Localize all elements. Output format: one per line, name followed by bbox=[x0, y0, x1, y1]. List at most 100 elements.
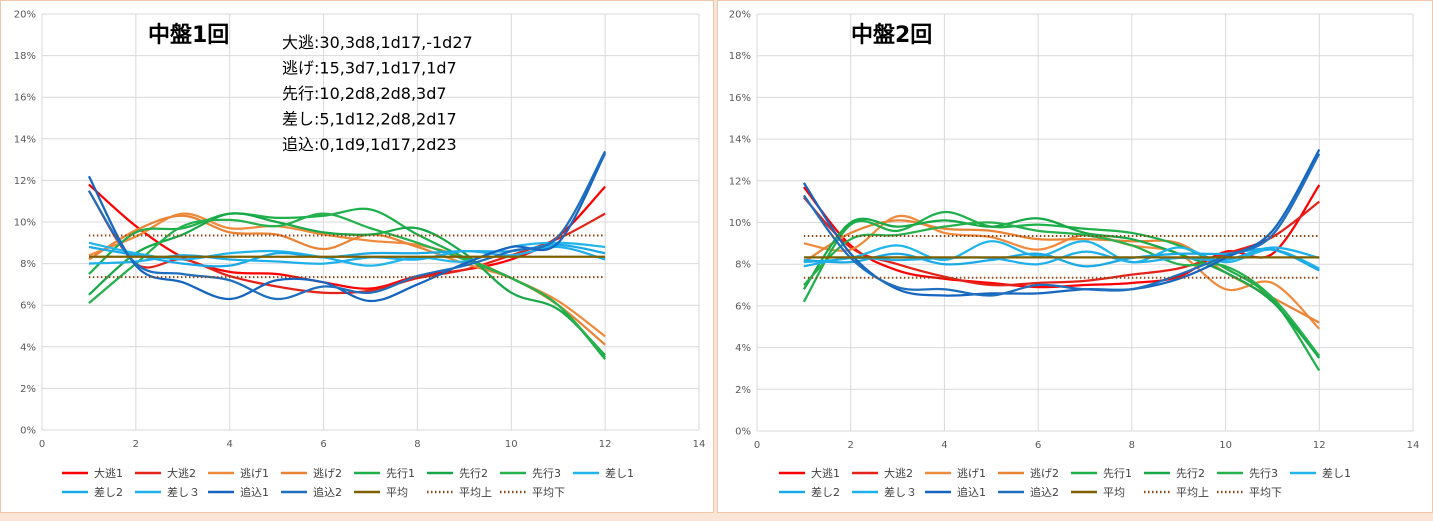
legend-item: 平均 bbox=[354, 486, 408, 499]
series-line-12 bbox=[802, 153, 1321, 297]
y-tick-label: 0% bbox=[20, 426, 36, 437]
legend-label: 逃げ2 bbox=[313, 467, 342, 480]
legend-item: 大逃2 bbox=[852, 466, 913, 480]
gridlines bbox=[756, 13, 1414, 432]
legend-label: 先行3 bbox=[1249, 467, 1278, 480]
legend: 大逃1 大逃2 逃げ1 逃げ2 先行1 先行2 先行3 差し1 差し2 差し３ 追込1 追込2 平均 平均… bbox=[779, 466, 1351, 499]
y-tick-label: 20% bbox=[729, 10, 751, 21]
y-tick-label: 12% bbox=[729, 176, 751, 187]
legend-item: 先行3 bbox=[500, 467, 561, 480]
legend-item: 平均 bbox=[1071, 486, 1125, 499]
x-tick-label: 10 bbox=[505, 439, 518, 450]
legend-label: 大逃2 bbox=[884, 466, 913, 480]
chart-panel-1: 0% 2% 4% 6% 8% 10% 12% 14% 16% 18% 20% 0 2 4 6 8 10 12 14 中… bbox=[0, 0, 714, 513]
series-line-12 bbox=[87, 150, 607, 301]
annotation-line: 差し:5,1d12,2d8,2d17 bbox=[282, 110, 457, 129]
legend-label: 差し2 bbox=[94, 485, 123, 499]
legend-label: 先行3 bbox=[532, 467, 561, 480]
legend-label: 追込1 bbox=[240, 485, 269, 499]
legend-item: 大逃1 bbox=[779, 466, 840, 480]
y-tick-label: 4% bbox=[735, 343, 751, 354]
y-tick-label: 12% bbox=[14, 176, 36, 187]
y-tick-label: 8% bbox=[20, 259, 36, 270]
legend-item: 差し1 bbox=[1290, 466, 1351, 480]
legend-item: 先行1 bbox=[1071, 467, 1132, 480]
legend-label: 追込1 bbox=[957, 485, 986, 499]
legend-label: 平均上 bbox=[1176, 486, 1209, 499]
legend-item: 差し2 bbox=[62, 485, 123, 499]
legend-label: 逃げ2 bbox=[1030, 467, 1059, 480]
x-tick-label: 8 bbox=[414, 439, 420, 450]
series-line-7 bbox=[88, 212, 606, 358]
legend-label: 平均下 bbox=[532, 486, 565, 499]
annotation-line: 大逃:30,3d8,1d17,-1d27 bbox=[282, 33, 473, 52]
legend-item: 差し３ bbox=[135, 485, 200, 499]
x-tick-label: 2 bbox=[848, 440, 854, 451]
annotation-line: 逃げ:15,3d7,1d17,1d7 bbox=[282, 59, 457, 78]
legend-label: 先行2 bbox=[459, 467, 488, 480]
legend-item: 先行2 bbox=[427, 467, 488, 480]
series-line-3 bbox=[803, 214, 1321, 330]
x-tick-label: 2 bbox=[133, 439, 139, 450]
x-tick-label: 6 bbox=[1035, 440, 1041, 451]
chart-panel-2: 0% 2% 4% 6% 8% 10% 12% 14% 16% 18% 20% 0 2 4 6 8 10 12 14 中… bbox=[717, 0, 1433, 513]
x-tick-label: 12 bbox=[599, 439, 612, 450]
legend-label: 先行1 bbox=[1103, 467, 1132, 480]
legend-item: 先行3 bbox=[1217, 467, 1278, 480]
legend-label: 差し2 bbox=[811, 485, 840, 499]
legend-label: 平均 bbox=[1103, 486, 1125, 499]
legend-label: 平均上 bbox=[459, 486, 492, 499]
y-tick-label: 6% bbox=[20, 301, 36, 312]
annotation-line: 追込:0,1d9,1d17,2d23 bbox=[282, 135, 457, 154]
legend-item: 差し1 bbox=[573, 466, 634, 480]
legend-label: 逃げ1 bbox=[957, 467, 986, 480]
y-tick-label: 8% bbox=[735, 260, 751, 271]
legend-label: 平均下 bbox=[1249, 486, 1282, 499]
y-tick-label: 10% bbox=[14, 218, 36, 229]
legend-item: 逃げ1 bbox=[208, 467, 269, 480]
y-tick-label: 4% bbox=[20, 342, 36, 353]
legend-item: 平均上 bbox=[427, 486, 492, 499]
legend-label: 差し1 bbox=[605, 466, 634, 480]
legend-label: 追込2 bbox=[1030, 485, 1059, 499]
series-lines bbox=[87, 150, 607, 361]
legend-label: 逃げ1 bbox=[240, 467, 269, 480]
legend-item: 差し３ bbox=[852, 485, 917, 499]
annotation-line: 先行:10,2d8,2d8,3d7 bbox=[282, 84, 447, 103]
chart-title: 中盤1回 bbox=[148, 22, 229, 48]
legend-item: 追込2 bbox=[281, 485, 342, 499]
legend-item: 先行2 bbox=[1144, 467, 1205, 480]
legend-label: 差し３ bbox=[167, 485, 200, 499]
legend-item: 逃げ1 bbox=[925, 467, 986, 480]
y-tick-label: 14% bbox=[14, 134, 36, 145]
legend-label: 先行2 bbox=[1176, 467, 1205, 480]
y-tick-label: 2% bbox=[20, 384, 36, 395]
legend-label: 平均 bbox=[386, 486, 408, 499]
legend-item: 逃げ2 bbox=[281, 467, 342, 480]
legend-label: 先行1 bbox=[386, 467, 415, 480]
legend-item: 逃げ2 bbox=[998, 467, 1059, 480]
x-tick-label: 14 bbox=[693, 439, 706, 450]
y-tick-label: 14% bbox=[729, 135, 751, 146]
legend: 大逃1 大逃2 逃げ1 逃げ2 先行1 先行2 先行3 差し1 差し2 差し３ 追込1 追込2 平均 平均… bbox=[62, 466, 634, 499]
y-tick-label: 2% bbox=[735, 385, 751, 396]
legend-label: 大逃2 bbox=[167, 466, 196, 480]
legend-item: 差し2 bbox=[779, 485, 840, 499]
x-tick-label: 4 bbox=[941, 440, 947, 451]
x-tick-label: 0 bbox=[754, 440, 760, 451]
legend-item: 追込2 bbox=[998, 485, 1059, 499]
y-tick-label: 18% bbox=[729, 51, 751, 62]
legend-label: 大逃1 bbox=[94, 466, 123, 480]
legend-item: 平均下 bbox=[1217, 486, 1282, 499]
legend-item: 追込1 bbox=[925, 485, 986, 499]
series-line-5 bbox=[802, 210, 1321, 372]
x-tick-label: 8 bbox=[1129, 440, 1135, 451]
y-tick-label: 16% bbox=[729, 93, 751, 104]
y-tick-label: 10% bbox=[729, 218, 751, 229]
y-tick-label: 16% bbox=[14, 93, 36, 104]
legend-item: 追込1 bbox=[208, 485, 269, 499]
legend-item: 平均下 bbox=[500, 486, 565, 499]
y-tick-label: 20% bbox=[14, 10, 36, 21]
y-tick-label: 6% bbox=[735, 301, 751, 312]
